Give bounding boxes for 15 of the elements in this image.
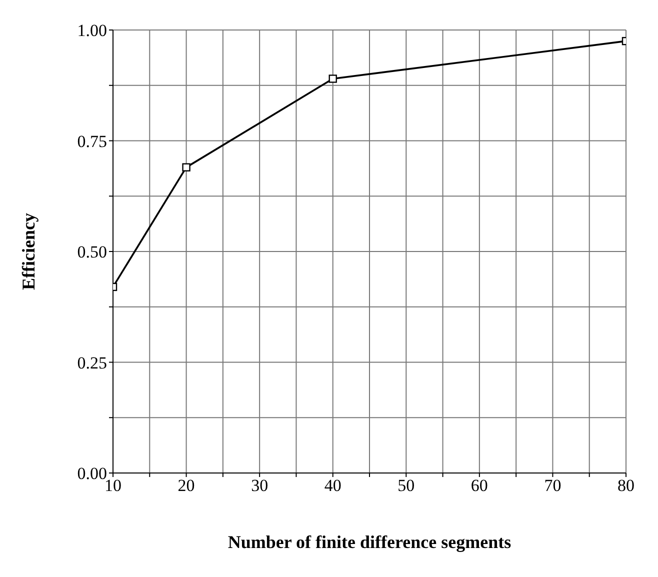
x-tick-label: 20	[178, 476, 195, 496]
x-tick-label: 30	[251, 476, 268, 496]
x-tick-label: 70	[544, 476, 562, 496]
y-tick-label: 0.75	[77, 132, 107, 151]
x-tick-label: 80	[618, 476, 634, 496]
x-axis-title: Number of finite difference segments	[228, 532, 512, 552]
x-tick-label: 40	[324, 476, 342, 496]
y-tick-label: 0.25	[77, 353, 107, 372]
y-tick-label: 0.00	[77, 464, 107, 484]
x-tick-label: 10	[104, 476, 122, 496]
y-tick-label: 0.50	[77, 242, 107, 262]
y-tick-label: 1.00	[77, 21, 107, 40]
x-tick-label: 60	[470, 476, 488, 496]
y-axis-title: Efficiency	[18, 213, 38, 290]
x-tick-label: 50	[398, 476, 415, 496]
